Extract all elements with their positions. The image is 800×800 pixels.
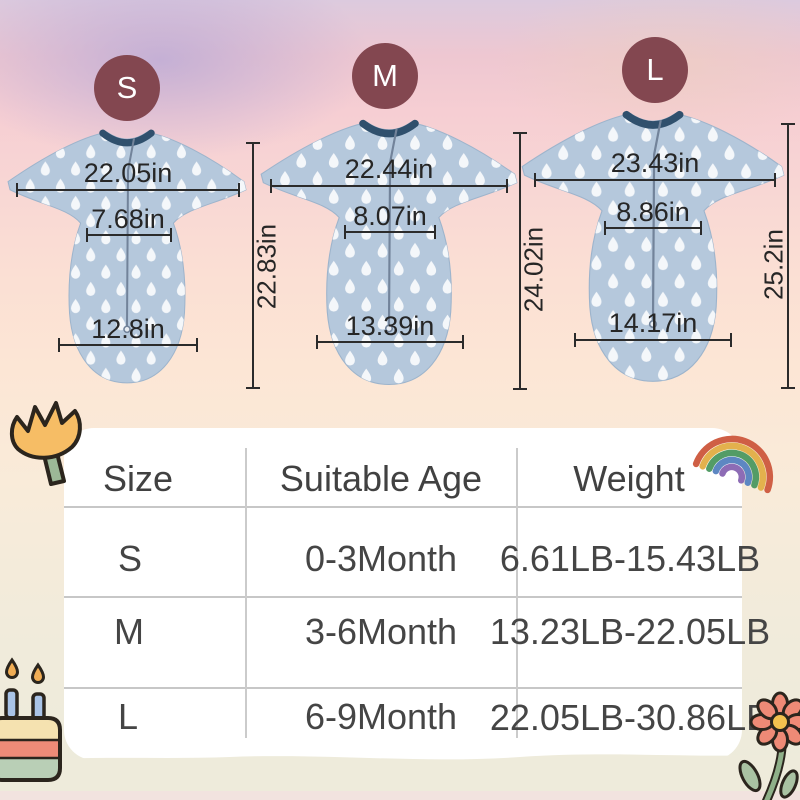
sleep-sack-s [7, 129, 247, 384]
size-badge-l-label: L [646, 52, 664, 87]
size-badge-m-label: M [372, 58, 398, 93]
m-wingspan-label: 22.44in [344, 154, 434, 184]
cream-wave-band [0, 753, 800, 800]
row-l-weight: 22.05LB-30.86LB [489, 697, 771, 738]
col-header-age: Suitable Age [279, 458, 483, 499]
size-badge-s: S [94, 55, 160, 121]
zipper-pull-l [648, 320, 658, 329]
row-m-weight: 13.23LB-22.05LB [489, 611, 771, 652]
row-l-age: 6-9Month [304, 696, 458, 737]
col-header-size: Size [102, 458, 174, 499]
row-l-size: L [117, 696, 139, 737]
m-hem-line [316, 335, 464, 349]
collar-s [99, 129, 155, 147]
size-badge-s-label: S [116, 70, 138, 105]
size-table-card [64, 428, 742, 760]
table-divider [64, 596, 742, 598]
size-badge-l: L [622, 37, 688, 103]
l-hem-label: 14.17in [608, 308, 698, 338]
l-hem-line [574, 333, 732, 347]
sleep-sack-m [260, 119, 518, 386]
s-hem-line [58, 338, 198, 352]
row-s-age: 0-3Month [304, 538, 458, 579]
col-header-weight: Weight [573, 458, 685, 499]
daisy-flower-icon [738, 691, 800, 800]
l-wingspan-label: 23.43in [610, 148, 700, 178]
l-height-line [781, 123, 795, 389]
birthday-cake-icon [0, 657, 62, 782]
s-height-line [246, 142, 260, 389]
row-s-weight: 6.61LB-15.43LB [499, 538, 761, 579]
bottom-strip [0, 791, 800, 800]
s-hem-label: 12.8in [91, 314, 165, 344]
table-divider [64, 687, 742, 689]
s-chest-label: 7.68in [91, 204, 165, 234]
tulip-flower-icon [9, 401, 82, 486]
table-divider [64, 506, 742, 508]
m-height-line [513, 132, 527, 390]
table-divider [245, 448, 247, 738]
s-wingspan-label: 22.05in [83, 158, 173, 188]
l-chest-label: 8.86in [616, 197, 690, 227]
m-chest-label: 8.07in [353, 201, 427, 231]
table-divider [516, 448, 518, 738]
row-m-size: M [114, 611, 144, 652]
row-s-size: S [117, 538, 142, 579]
zipper-pull-m [384, 324, 394, 333]
collar-m [359, 119, 419, 138]
m-wingspan-line [270, 179, 508, 193]
s-chest-line [86, 228, 172, 242]
l-wingspan-line [534, 173, 776, 187]
l-height-label: 25.2in [758, 229, 789, 300]
m-chest-line [344, 225, 436, 239]
l-chest-line [604, 221, 702, 235]
row-m-age: 3-6Month [304, 611, 458, 652]
zipper-pull-s [123, 325, 131, 334]
collar-l [622, 110, 684, 129]
s-wingspan-line [16, 183, 240, 197]
rainbow-icon [692, 435, 774, 494]
size-badge-m: M [352, 43, 418, 109]
m-hem-label: 13.39in [345, 311, 435, 341]
